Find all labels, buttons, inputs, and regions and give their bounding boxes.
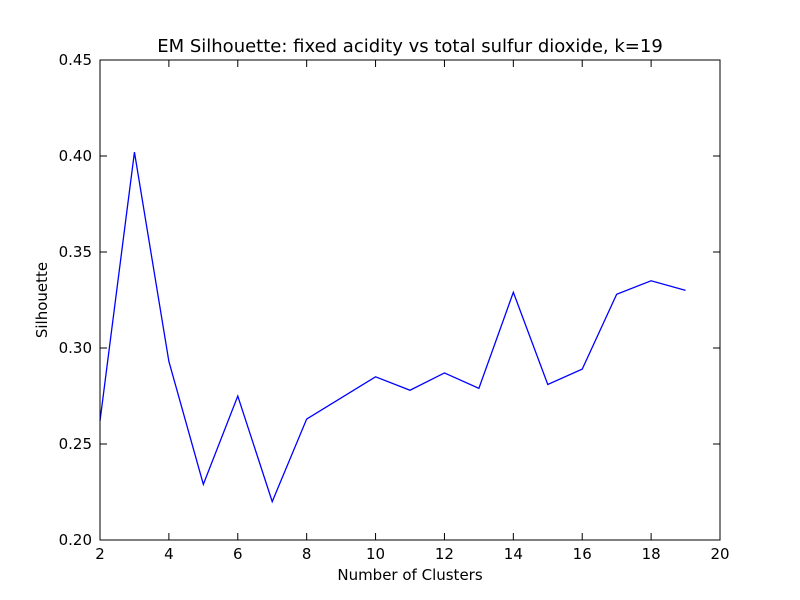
y-tick-label: 0.30 <box>59 339 92 357</box>
y-axis-title: Silhouette <box>33 262 51 338</box>
x-tick-label: 14 <box>504 545 523 563</box>
x-tick-label: 12 <box>435 545 454 563</box>
y-axis-ticks: 0.20 0.25 0.30 0.35 0.40 0.45 <box>59 51 720 549</box>
chart-title: EM Silhouette: fixed acidity vs total su… <box>157 36 663 57</box>
series-layer <box>99 152 686 504</box>
x-axis-ticks: 2 4 6 8 10 12 14 16 18 20 <box>95 60 730 563</box>
y-tick-label: 0.20 <box>59 531 92 549</box>
x-tick-label: 2 <box>95 545 105 563</box>
plot-frame <box>99 59 721 541</box>
x-axis-title: Number of Clusters <box>337 566 482 584</box>
y-tick-label: 0.45 <box>59 51 92 69</box>
y-tick-label: 0.40 <box>59 147 92 165</box>
x-tick-label: 16 <box>573 545 592 563</box>
x-tick-label: 18 <box>642 545 661 563</box>
x-tick-label: 6 <box>233 545 243 563</box>
x-tick-label: 8 <box>302 545 312 563</box>
y-tick-label: 0.35 <box>59 243 92 261</box>
x-tick-label: 4 <box>164 545 174 563</box>
y-tick-label: 0.25 <box>59 435 92 453</box>
x-tick-label: 20 <box>710 545 729 563</box>
silhouette-line <box>99 152 686 504</box>
x-tick-label: 10 <box>366 545 385 563</box>
